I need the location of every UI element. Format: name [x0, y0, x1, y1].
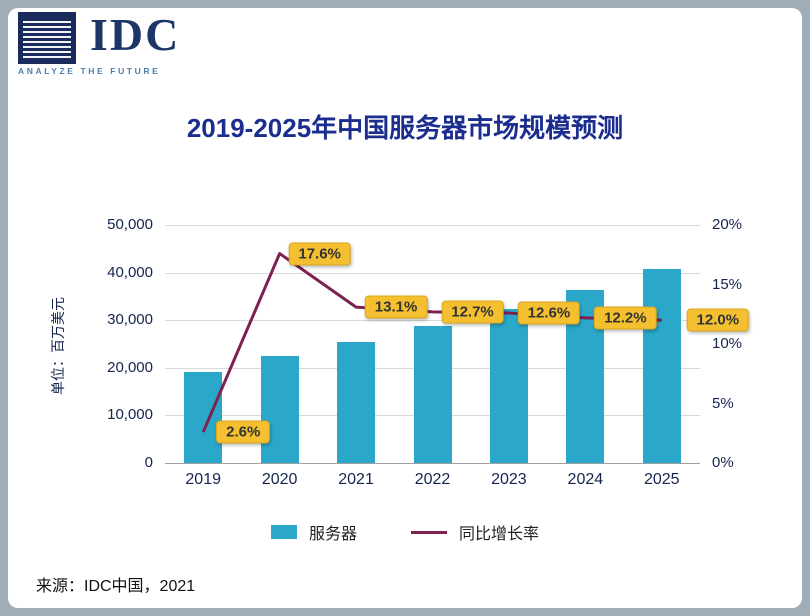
legend-line-swatch-icon — [411, 530, 447, 534]
legend-line-label: 同比增长率 — [459, 526, 540, 543]
legend: 服务器 同比增长率 — [0, 520, 810, 544]
chart-title: 2019-2025年中国服务器市场规模预测 — [186, 113, 624, 143]
idc-logo-tagline: ANALYZE THE FUTURE — [18, 66, 161, 76]
legend-bar-label: 服务器 — [308, 526, 357, 543]
slide-card — [8, 8, 802, 608]
idc-logo-icon — [18, 12, 76, 64]
legend-bar-swatch-icon — [270, 525, 297, 539]
left-axis-title: 单位：百万美元 — [50, 297, 66, 395]
source-note: 来源：IDC中国，2021 — [36, 578, 196, 595]
idc-logo-text: IDC — [90, 9, 181, 60]
